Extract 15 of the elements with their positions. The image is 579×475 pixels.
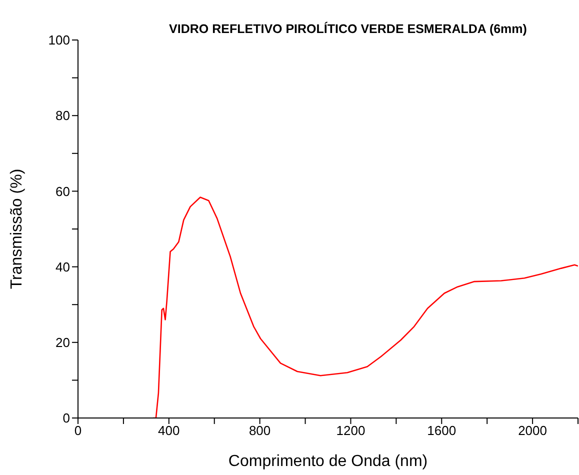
y-tick-label: 0 (62, 410, 70, 426)
y-tick-label: 80 (56, 108, 70, 124)
x-tick-label: 400 (158, 423, 180, 438)
y-tick-label: 20 (56, 335, 70, 350)
x-tick-label: 1200 (336, 423, 366, 438)
y-tick-label: 60 (56, 184, 70, 199)
x-axis-title: Comprimento de Onda (nm) (228, 453, 428, 470)
y-tick-label: 40 (56, 259, 70, 274)
x-tick-label: 0 (74, 423, 82, 438)
y-axis-title: Transmissão (%) (8, 168, 26, 290)
x-tick-label: 1600 (427, 423, 456, 438)
chart-title: VIDRO REFLETIVO PIROLÍTICO VERDE ESMERALDA (6mm) (168, 22, 528, 36)
x-tick-label: 800 (248, 423, 271, 438)
x-tick-label: 2000 (518, 423, 548, 438)
y-tick-label: 100 (48, 32, 70, 48)
